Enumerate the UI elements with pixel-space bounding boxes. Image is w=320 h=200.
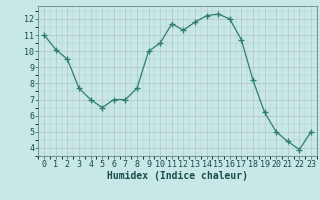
- X-axis label: Humidex (Indice chaleur): Humidex (Indice chaleur): [107, 171, 248, 181]
